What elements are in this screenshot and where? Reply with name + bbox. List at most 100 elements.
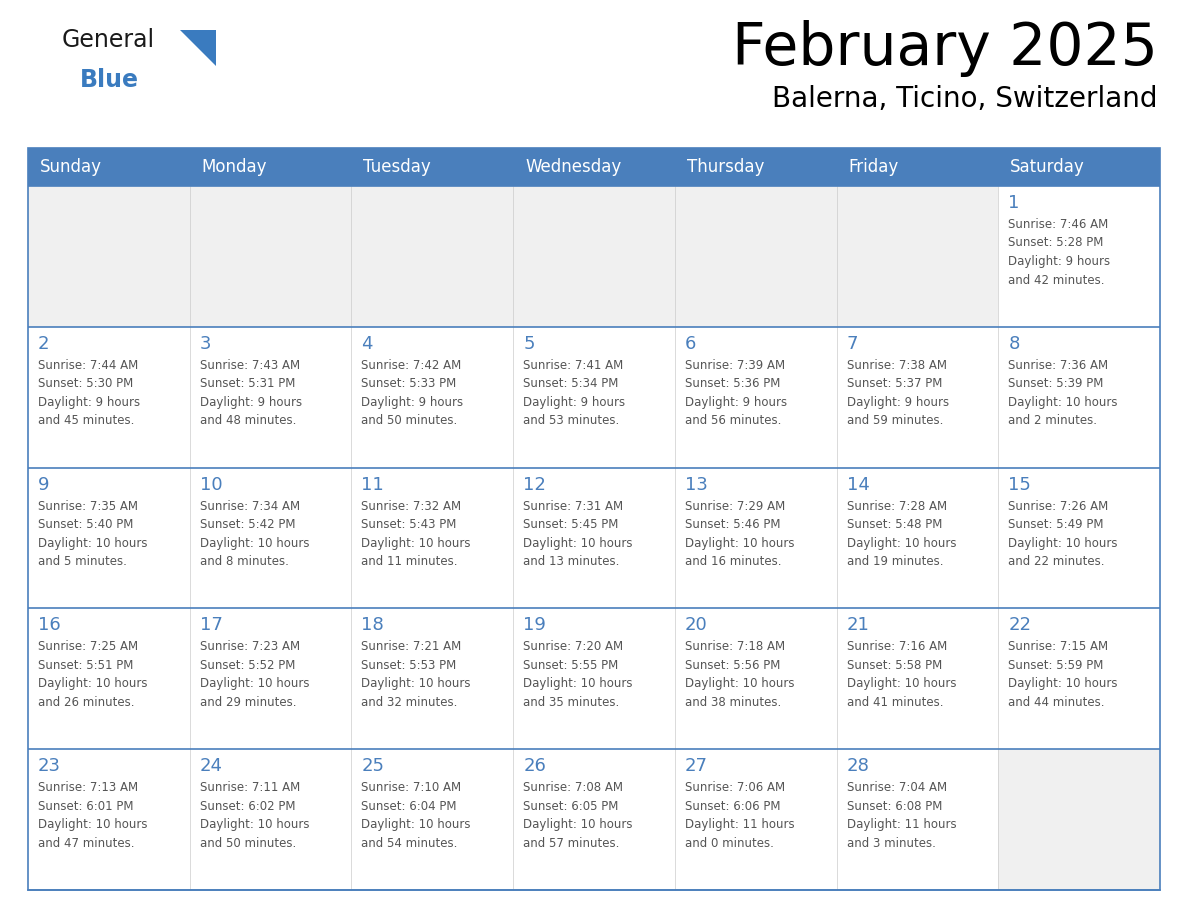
Text: 28: 28 bbox=[847, 757, 870, 775]
Text: 19: 19 bbox=[523, 616, 546, 634]
Bar bbox=[836, 467, 998, 609]
Text: Sunrise: 7:42 AM
Sunset: 5:33 PM
Daylight: 9 hours
and 50 minutes.: Sunrise: 7:42 AM Sunset: 5:33 PM Dayligh… bbox=[361, 359, 463, 427]
Bar bbox=[836, 186, 998, 327]
Text: 25: 25 bbox=[361, 757, 385, 775]
Text: Sunrise: 7:21 AM
Sunset: 5:53 PM
Daylight: 10 hours
and 32 minutes.: Sunrise: 7:21 AM Sunset: 5:53 PM Dayligh… bbox=[361, 641, 470, 709]
Text: 20: 20 bbox=[684, 616, 708, 634]
Text: Sunrise: 7:35 AM
Sunset: 5:40 PM
Daylight: 10 hours
and 5 minutes.: Sunrise: 7:35 AM Sunset: 5:40 PM Dayligh… bbox=[38, 499, 147, 568]
Text: 14: 14 bbox=[847, 476, 870, 494]
Text: 16: 16 bbox=[38, 616, 61, 634]
Text: 26: 26 bbox=[523, 757, 546, 775]
Text: Sunrise: 7:25 AM
Sunset: 5:51 PM
Daylight: 10 hours
and 26 minutes.: Sunrise: 7:25 AM Sunset: 5:51 PM Dayligh… bbox=[38, 641, 147, 709]
Bar bbox=[836, 327, 998, 467]
Bar bbox=[352, 749, 513, 890]
Bar bbox=[190, 186, 352, 327]
Text: 5: 5 bbox=[523, 335, 535, 353]
Text: Sunrise: 7:15 AM
Sunset: 5:59 PM
Daylight: 10 hours
and 44 minutes.: Sunrise: 7:15 AM Sunset: 5:59 PM Dayligh… bbox=[1009, 641, 1118, 709]
Bar bbox=[675, 186, 836, 327]
Bar bbox=[513, 186, 675, 327]
Bar bbox=[190, 749, 352, 890]
Bar bbox=[190, 327, 352, 467]
Bar bbox=[29, 327, 190, 467]
Bar bbox=[352, 327, 513, 467]
Text: Wednesday: Wednesday bbox=[525, 158, 621, 176]
Bar bbox=[836, 749, 998, 890]
Text: Sunrise: 7:26 AM
Sunset: 5:49 PM
Daylight: 10 hours
and 22 minutes.: Sunrise: 7:26 AM Sunset: 5:49 PM Dayligh… bbox=[1009, 499, 1118, 568]
Bar bbox=[513, 327, 675, 467]
Text: 8: 8 bbox=[1009, 335, 1019, 353]
Text: 10: 10 bbox=[200, 476, 222, 494]
Text: Thursday: Thursday bbox=[687, 158, 764, 176]
Text: Saturday: Saturday bbox=[1010, 158, 1085, 176]
Text: 18: 18 bbox=[361, 616, 384, 634]
Text: Sunrise: 7:32 AM
Sunset: 5:43 PM
Daylight: 10 hours
and 11 minutes.: Sunrise: 7:32 AM Sunset: 5:43 PM Dayligh… bbox=[361, 499, 470, 568]
Text: 17: 17 bbox=[200, 616, 222, 634]
Text: 24: 24 bbox=[200, 757, 222, 775]
Text: 23: 23 bbox=[38, 757, 61, 775]
Bar bbox=[836, 609, 998, 749]
Bar bbox=[190, 467, 352, 609]
Text: 7: 7 bbox=[847, 335, 858, 353]
Bar bbox=[29, 467, 190, 609]
Text: Sunrise: 7:46 AM
Sunset: 5:28 PM
Daylight: 9 hours
and 42 minutes.: Sunrise: 7:46 AM Sunset: 5:28 PM Dayligh… bbox=[1009, 218, 1111, 286]
Bar bbox=[675, 609, 836, 749]
Bar bbox=[998, 186, 1159, 327]
Text: 27: 27 bbox=[684, 757, 708, 775]
Bar bbox=[190, 609, 352, 749]
Text: Tuesday: Tuesday bbox=[364, 158, 431, 176]
Text: Sunrise: 7:43 AM
Sunset: 5:31 PM
Daylight: 9 hours
and 48 minutes.: Sunrise: 7:43 AM Sunset: 5:31 PM Dayligh… bbox=[200, 359, 302, 427]
Bar bbox=[513, 749, 675, 890]
Text: Sunrise: 7:34 AM
Sunset: 5:42 PM
Daylight: 10 hours
and 8 minutes.: Sunrise: 7:34 AM Sunset: 5:42 PM Dayligh… bbox=[200, 499, 309, 568]
Text: Sunrise: 7:11 AM
Sunset: 6:02 PM
Daylight: 10 hours
and 50 minutes.: Sunrise: 7:11 AM Sunset: 6:02 PM Dayligh… bbox=[200, 781, 309, 850]
Text: Friday: Friday bbox=[848, 158, 899, 176]
Text: Sunrise: 7:18 AM
Sunset: 5:56 PM
Daylight: 10 hours
and 38 minutes.: Sunrise: 7:18 AM Sunset: 5:56 PM Dayligh… bbox=[684, 641, 795, 709]
Text: 13: 13 bbox=[684, 476, 708, 494]
Bar bbox=[675, 327, 836, 467]
Text: Sunrise: 7:28 AM
Sunset: 5:48 PM
Daylight: 10 hours
and 19 minutes.: Sunrise: 7:28 AM Sunset: 5:48 PM Dayligh… bbox=[847, 499, 956, 568]
Text: Sunrise: 7:04 AM
Sunset: 6:08 PM
Daylight: 11 hours
and 3 minutes.: Sunrise: 7:04 AM Sunset: 6:08 PM Dayligh… bbox=[847, 781, 956, 850]
Text: Sunrise: 7:39 AM
Sunset: 5:36 PM
Daylight: 9 hours
and 56 minutes.: Sunrise: 7:39 AM Sunset: 5:36 PM Dayligh… bbox=[684, 359, 786, 427]
Text: Sunrise: 7:41 AM
Sunset: 5:34 PM
Daylight: 9 hours
and 53 minutes.: Sunrise: 7:41 AM Sunset: 5:34 PM Dayligh… bbox=[523, 359, 625, 427]
Bar bbox=[352, 186, 513, 327]
Text: 12: 12 bbox=[523, 476, 546, 494]
Text: 3: 3 bbox=[200, 335, 211, 353]
Bar bbox=[513, 467, 675, 609]
Text: 21: 21 bbox=[847, 616, 870, 634]
Text: 9: 9 bbox=[38, 476, 50, 494]
Bar bbox=[29, 148, 1159, 890]
Bar bbox=[29, 749, 190, 890]
Text: Sunrise: 7:13 AM
Sunset: 6:01 PM
Daylight: 10 hours
and 47 minutes.: Sunrise: 7:13 AM Sunset: 6:01 PM Dayligh… bbox=[38, 781, 147, 850]
Text: 22: 22 bbox=[1009, 616, 1031, 634]
Bar bbox=[352, 467, 513, 609]
Bar bbox=[29, 186, 190, 327]
Text: Sunrise: 7:36 AM
Sunset: 5:39 PM
Daylight: 10 hours
and 2 minutes.: Sunrise: 7:36 AM Sunset: 5:39 PM Dayligh… bbox=[1009, 359, 1118, 427]
Bar bbox=[29, 148, 1159, 186]
Bar bbox=[998, 609, 1159, 749]
Text: Sunrise: 7:29 AM
Sunset: 5:46 PM
Daylight: 10 hours
and 16 minutes.: Sunrise: 7:29 AM Sunset: 5:46 PM Dayligh… bbox=[684, 499, 795, 568]
Text: Sunrise: 7:10 AM
Sunset: 6:04 PM
Daylight: 10 hours
and 54 minutes.: Sunrise: 7:10 AM Sunset: 6:04 PM Dayligh… bbox=[361, 781, 470, 850]
Text: Balerna, Ticino, Switzerland: Balerna, Ticino, Switzerland bbox=[772, 85, 1158, 113]
Text: Sunday: Sunday bbox=[40, 158, 102, 176]
Text: Sunrise: 7:08 AM
Sunset: 6:05 PM
Daylight: 10 hours
and 57 minutes.: Sunrise: 7:08 AM Sunset: 6:05 PM Dayligh… bbox=[523, 781, 633, 850]
Text: Sunrise: 7:23 AM
Sunset: 5:52 PM
Daylight: 10 hours
and 29 minutes.: Sunrise: 7:23 AM Sunset: 5:52 PM Dayligh… bbox=[200, 641, 309, 709]
Bar bbox=[998, 749, 1159, 890]
Text: 6: 6 bbox=[684, 335, 696, 353]
Text: Sunrise: 7:16 AM
Sunset: 5:58 PM
Daylight: 10 hours
and 41 minutes.: Sunrise: 7:16 AM Sunset: 5:58 PM Dayligh… bbox=[847, 641, 956, 709]
Text: 1: 1 bbox=[1009, 194, 1019, 212]
Text: Sunrise: 7:38 AM
Sunset: 5:37 PM
Daylight: 9 hours
and 59 minutes.: Sunrise: 7:38 AM Sunset: 5:37 PM Dayligh… bbox=[847, 359, 949, 427]
Text: Monday: Monday bbox=[202, 158, 267, 176]
Text: 15: 15 bbox=[1009, 476, 1031, 494]
Text: Sunrise: 7:06 AM
Sunset: 6:06 PM
Daylight: 11 hours
and 0 minutes.: Sunrise: 7:06 AM Sunset: 6:06 PM Dayligh… bbox=[684, 781, 795, 850]
Bar bbox=[998, 467, 1159, 609]
Bar bbox=[513, 609, 675, 749]
Text: Sunrise: 7:20 AM
Sunset: 5:55 PM
Daylight: 10 hours
and 35 minutes.: Sunrise: 7:20 AM Sunset: 5:55 PM Dayligh… bbox=[523, 641, 633, 709]
Text: Sunrise: 7:31 AM
Sunset: 5:45 PM
Daylight: 10 hours
and 13 minutes.: Sunrise: 7:31 AM Sunset: 5:45 PM Dayligh… bbox=[523, 499, 633, 568]
Bar bbox=[29, 609, 190, 749]
Text: 4: 4 bbox=[361, 335, 373, 353]
Bar bbox=[998, 327, 1159, 467]
Text: Blue: Blue bbox=[80, 68, 139, 92]
Text: February 2025: February 2025 bbox=[732, 20, 1158, 77]
Polygon shape bbox=[181, 30, 216, 66]
Bar bbox=[675, 467, 836, 609]
Bar bbox=[352, 609, 513, 749]
